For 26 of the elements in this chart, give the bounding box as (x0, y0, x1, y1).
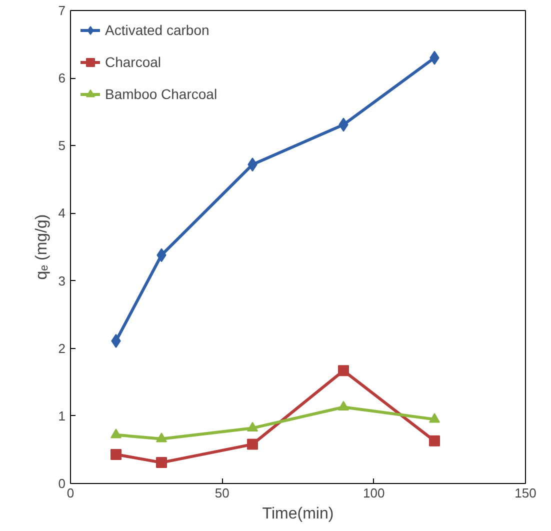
y-tick-label: 5 (58, 138, 66, 154)
y-tick-label: 0 (58, 476, 66, 491)
point (338, 365, 349, 376)
point (156, 457, 167, 468)
y-tick-label: 2 (58, 340, 66, 356)
x-axis-title: Time(min) (262, 506, 334, 522)
point (110, 428, 122, 438)
y-tick-label: 3 (58, 273, 66, 288)
point (247, 422, 258, 432)
y-tick-label: 6 (58, 70, 66, 86)
y-tick-label: 7 (58, 3, 66, 18)
legend-label: Charcoal (105, 54, 162, 70)
legend-label: Activated carbon (105, 22, 210, 38)
point (338, 400, 349, 411)
x-tick-label: 100 (362, 486, 385, 500)
x-tick-label: 50 (214, 486, 230, 500)
point (156, 432, 167, 442)
point (247, 438, 258, 450)
point (110, 448, 122, 460)
y-tick-label: 1 (58, 408, 66, 424)
point (429, 413, 440, 423)
point (429, 435, 440, 446)
x-tick-label: 150 (514, 486, 536, 500)
legend-label: Bamboo Charcoal (105, 86, 218, 102)
y-axis-title: qₑ (mg/g) (33, 214, 50, 280)
y-tick-label: 4 (58, 206, 66, 221)
